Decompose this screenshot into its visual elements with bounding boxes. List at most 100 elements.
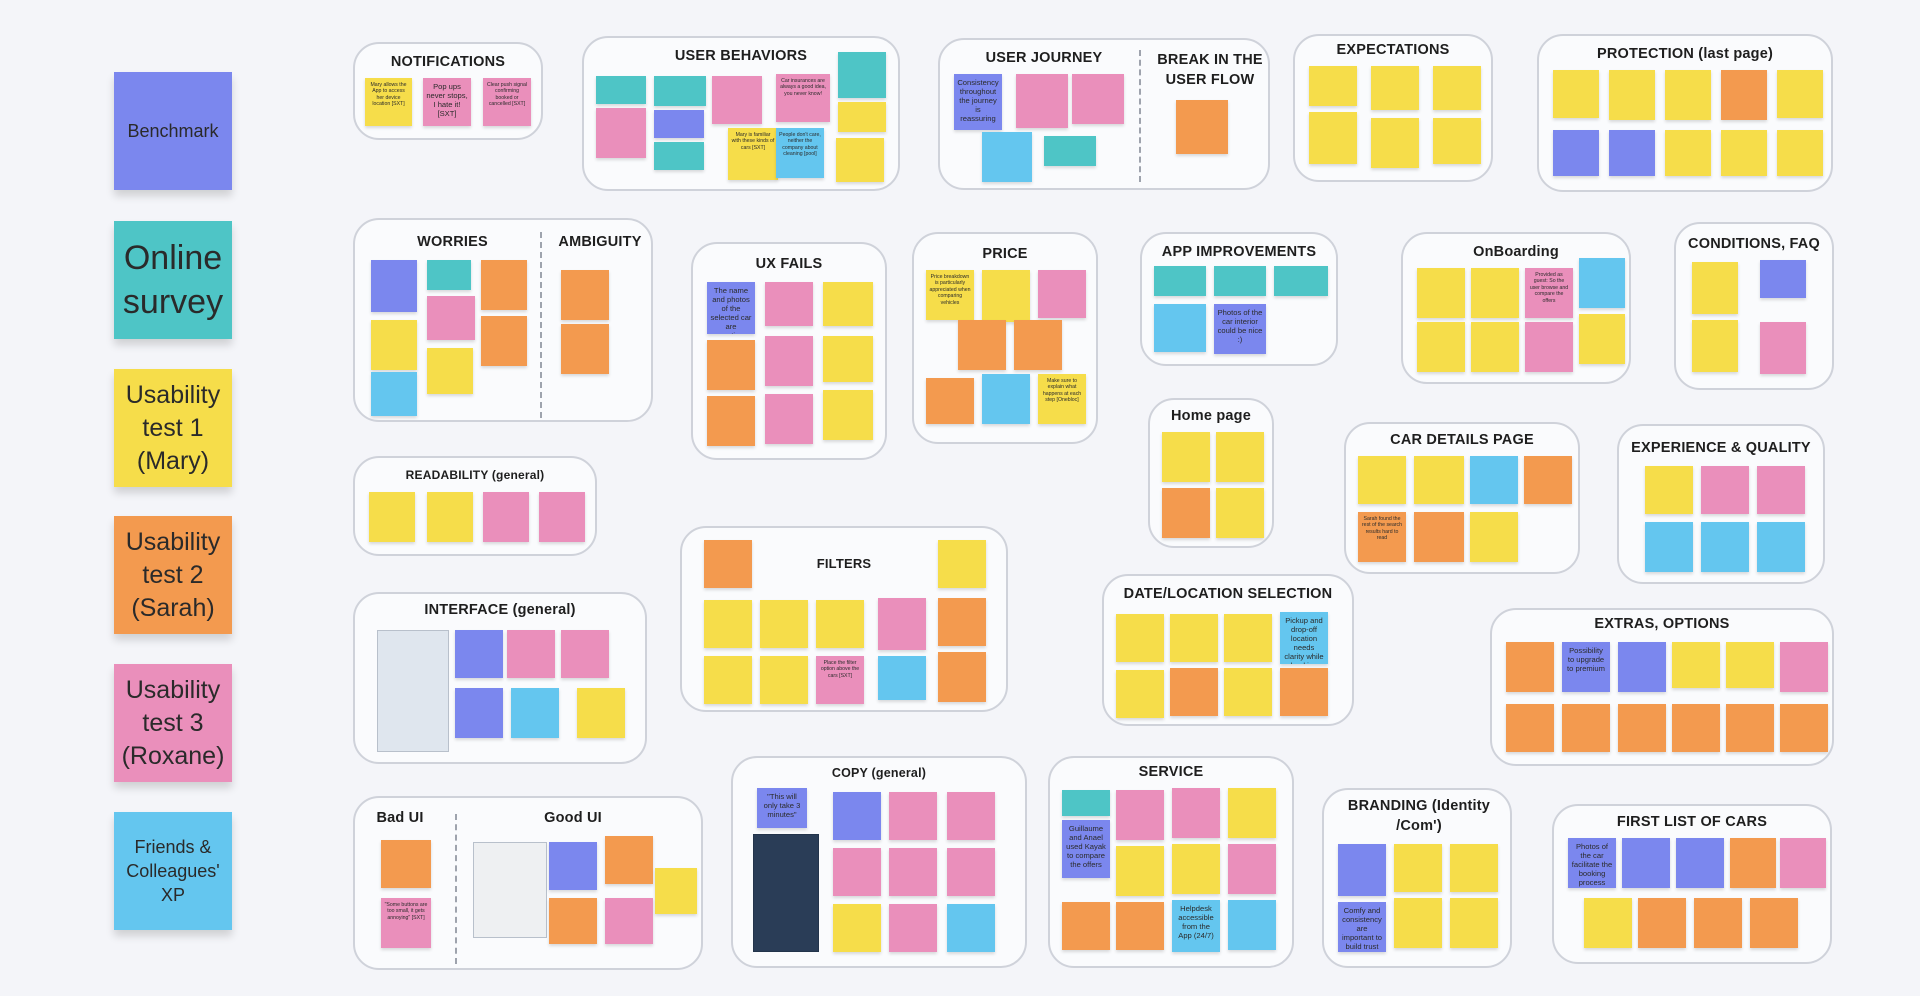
section-title: FILTERS (816, 556, 872, 571)
sticky-note: Sarah found the rest of the search resul… (1358, 512, 1406, 562)
sticky-note (654, 142, 704, 170)
sticky-note (1414, 456, 1464, 504)
sticky-note: "This will only take 3 minutes" (757, 788, 807, 828)
sticky-note (655, 868, 697, 914)
sticky-note (1665, 70, 1711, 120)
sticky-note (605, 836, 653, 884)
section-title: SERVICE (1138, 764, 1204, 780)
legend-usability-test-1: Usability test 1 (Mary) (114, 369, 232, 487)
sticky-note: Consistency throughout the journey is re… (954, 74, 1002, 130)
sticky-note (1172, 844, 1220, 894)
section-ux-fails: UX FAILS The name and photos of the sele… (691, 242, 887, 460)
sticky-note (707, 396, 755, 446)
sticky-note (760, 656, 808, 704)
sticky-note: "Some buttons are too small, it gets ann… (381, 898, 431, 948)
sticky-note (704, 656, 752, 704)
sticky-note (369, 492, 415, 542)
section-title: Good UI (544, 810, 602, 826)
sticky-note: Photos of the car facilitate the booking… (1568, 838, 1616, 888)
sticky-note (1760, 260, 1806, 298)
sticky-note: Pop ups never stops, I hate it! [SXT] (423, 78, 471, 126)
sticky-note (1154, 266, 1206, 296)
legend-online-survey: Online survey (114, 221, 232, 339)
section-title: Home page (1171, 408, 1251, 424)
sticky-note (1584, 898, 1632, 948)
sticky-note (1280, 668, 1328, 716)
sticky-note (1701, 522, 1749, 572)
sticky-note (1062, 790, 1110, 816)
sticky-note (1274, 266, 1328, 296)
section-notifications: NOTIFICATIONS Mary allows the App to acc… (353, 42, 543, 140)
section-date-location: DATE/LOCATION SELECTION Pickup and drop-… (1102, 574, 1354, 726)
sticky-note (481, 316, 527, 366)
sticky-note (1224, 614, 1272, 662)
sticky-note (1692, 262, 1738, 314)
sticky-note (1116, 902, 1164, 950)
sticky-note (1170, 668, 1218, 716)
sticky-note (1414, 512, 1464, 562)
sticky-note (427, 348, 473, 394)
section-title: PROTECTION (last page) (1597, 46, 1773, 62)
sticky-note (1692, 320, 1738, 372)
sticky-note (507, 630, 555, 678)
sticky-note (1170, 614, 1218, 662)
sticky-note (889, 792, 937, 840)
sticky-note (878, 656, 926, 700)
sticky-note (823, 390, 873, 440)
sticky-note (1609, 130, 1655, 176)
sticky-note (1524, 456, 1572, 504)
section-readability: READABILITY (general) (353, 456, 597, 556)
sticky-note (1358, 456, 1406, 504)
sticky-note (1579, 258, 1625, 308)
section-copy: COPY (general) "This will only take 3 mi… (731, 756, 1027, 968)
sticky-note (455, 630, 503, 678)
sticky-note: Make sure to explain what happens at eac… (1038, 374, 1086, 424)
sticky-note (1216, 488, 1264, 538)
section-bad-good-ui: Bad UI Good UI "Some buttons are too sma… (353, 796, 703, 970)
sticky-note (1016, 74, 1068, 128)
divider (540, 232, 542, 418)
section-worries: WORRIES AMBIGUITY (353, 218, 653, 422)
sticky-note (938, 540, 986, 588)
section-title: INTERFACE (general) (424, 602, 576, 618)
section-filters: FILTERS Place the filter option above th… (680, 526, 1008, 712)
section-title: UX FAILS (755, 256, 823, 272)
section-app-improvements: APP IMPROVEMENTS Photos of the car inter… (1140, 232, 1338, 366)
sticky-note (1014, 320, 1062, 370)
sticky-note (371, 372, 417, 416)
sticky-note (1116, 790, 1164, 840)
sticky-note (823, 282, 873, 326)
sticky-note (427, 296, 475, 340)
sticky-note (816, 600, 864, 648)
sticky-note (427, 492, 473, 542)
sticky-note: Photos of the car interior could be nice… (1214, 304, 1266, 354)
section-user-behaviors: USER BEHAVIORS Mary is familiar with the… (582, 36, 900, 191)
sticky-note (1777, 130, 1823, 176)
sticky-note (1417, 322, 1465, 372)
sticky-note (1672, 642, 1720, 688)
sticky-note: Mary is familiar with these kinds of car… (728, 128, 778, 180)
section-user-journey: USER JOURNEY BREAK IN THE USER FLOW Cons… (938, 38, 1270, 190)
section-extras: EXTRAS, OPTIONS Possibility to upgrade t… (1490, 608, 1834, 766)
sticky-note (1228, 900, 1276, 950)
sticky-note: Provided as guest: So the user browse an… (1525, 268, 1573, 318)
sticky-note (381, 840, 431, 888)
screenshot-good-ui (473, 842, 547, 938)
divider (1139, 50, 1141, 182)
sticky-note (707, 340, 755, 390)
section-price: PRICE Price breakdown is particularly ap… (912, 232, 1098, 444)
sticky-note (1506, 642, 1554, 692)
sticky-note (833, 904, 881, 952)
sticky-note (1224, 668, 1272, 716)
sticky-note (1645, 522, 1693, 572)
sticky-note (1676, 838, 1724, 888)
sticky-note (1417, 268, 1465, 318)
sticky-note: Car insurances are always a good idea, y… (776, 74, 830, 122)
section-first-list: FIRST LIST OF CARS Photos of the car fac… (1552, 804, 1832, 964)
section-title: CAR DETAILS PAGE (1390, 432, 1534, 448)
sticky-note (654, 110, 704, 138)
sticky-note (1665, 130, 1711, 176)
sticky-note (455, 688, 503, 738)
app-screenshot-map (377, 630, 449, 752)
sticky-note (1371, 66, 1419, 110)
